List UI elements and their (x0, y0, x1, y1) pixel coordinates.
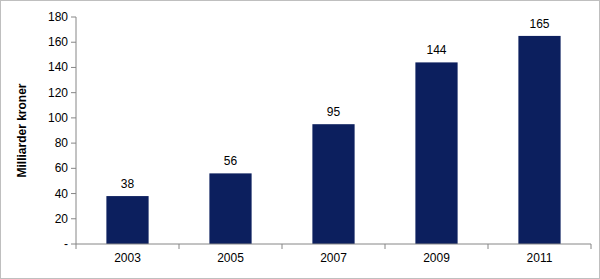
x-tick-label: 2003 (114, 251, 141, 265)
x-tick (488, 244, 489, 249)
data-label: 95 (327, 105, 341, 119)
x-tick (385, 244, 386, 249)
y-tick (71, 92, 76, 93)
y-axis-line (76, 17, 77, 244)
x-tick (179, 244, 180, 249)
y-tick-label: 180 (48, 10, 68, 24)
data-label: 165 (529, 17, 549, 31)
y-tick (71, 143, 76, 144)
data-label: 38 (121, 177, 135, 191)
y-tick-label: 100 (48, 111, 68, 125)
y-tick-label: 120 (48, 86, 68, 100)
data-label: 144 (426, 43, 446, 57)
y-tick (71, 117, 76, 118)
x-tick-label: 2007 (320, 251, 347, 265)
bar (106, 196, 148, 244)
bar (415, 62, 457, 244)
bar (312, 124, 354, 244)
y-tick (71, 218, 76, 219)
y-tick (71, 67, 76, 68)
y-tick (71, 168, 76, 169)
y-tick-label: 140 (48, 60, 68, 74)
bar (209, 173, 251, 244)
chart-container: - 20 40 60 80 100 120 140 160 180 Milliarder krone… (0, 0, 600, 279)
data-label: 56 (224, 154, 238, 168)
y-tick (71, 244, 76, 245)
y-axis-label: Milliarder kroner (15, 83, 29, 177)
y-tick-label: 40 (55, 187, 69, 201)
x-tick (76, 244, 77, 249)
x-tick-label: 2005 (217, 251, 244, 265)
chart-frame (1, 1, 600, 279)
y-tick-label: - (64, 237, 68, 251)
y-tick (71, 17, 76, 18)
bars (106, 36, 560, 244)
y-tick-label: 80 (55, 136, 69, 150)
y-tick-label: 160 (48, 35, 68, 49)
x-tick (591, 244, 592, 249)
y-tick-label: 60 (55, 161, 69, 175)
x-tick-label: 2011 (527, 251, 553, 265)
bar (518, 36, 560, 244)
x-tick-label: 2009 (423, 251, 450, 265)
x-tick (282, 244, 283, 249)
chart-svg: - 20 40 60 80 100 120 140 160 180 Milliarder krone… (0, 0, 600, 279)
x-axis-line (76, 244, 591, 245)
y-tick (71, 42, 76, 43)
y-tick-label: 20 (55, 212, 69, 226)
y-tick (71, 193, 76, 194)
